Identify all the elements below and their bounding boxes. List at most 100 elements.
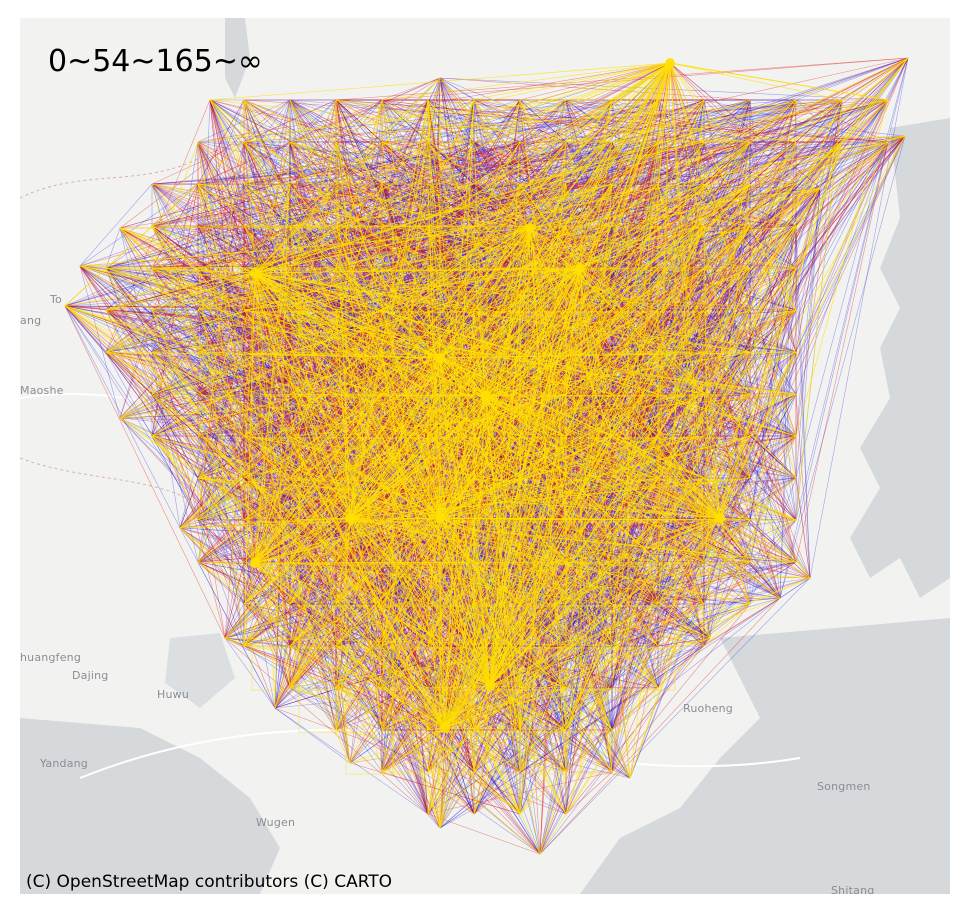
flow-line bbox=[197, 141, 705, 269]
flow-line bbox=[439, 729, 613, 829]
flow-line bbox=[254, 99, 659, 274]
flow-line bbox=[119, 227, 429, 815]
flow-line bbox=[105, 227, 121, 269]
flow-line bbox=[749, 99, 843, 563]
boundary bbox=[20, 107, 351, 199]
flow-line bbox=[749, 477, 797, 605]
flow-line bbox=[197, 183, 291, 395]
flow-line bbox=[151, 99, 475, 227]
flow-line bbox=[565, 99, 906, 137]
flow-line bbox=[539, 393, 797, 855]
flow-line bbox=[473, 517, 721, 815]
flow-line bbox=[703, 561, 781, 599]
flow-line bbox=[105, 309, 245, 563]
flow-line bbox=[119, 309, 153, 419]
flow-line bbox=[749, 393, 797, 479]
flow-line bbox=[427, 62, 671, 143]
flow-line bbox=[611, 597, 781, 731]
flow-line bbox=[439, 519, 797, 829]
flow-line bbox=[439, 77, 475, 101]
flow-line bbox=[209, 99, 475, 773]
flow-line bbox=[539, 519, 797, 855]
flow-line bbox=[657, 637, 711, 647]
lake-west bbox=[165, 633, 235, 708]
flow-line bbox=[749, 267, 797, 311]
flow-line bbox=[335, 99, 843, 143]
flow-line bbox=[151, 183, 441, 829]
flow-line bbox=[565, 435, 751, 815]
flow-line bbox=[657, 393, 751, 689]
flow-line bbox=[151, 77, 441, 353]
flow-line bbox=[179, 527, 276, 709]
flow-line bbox=[749, 393, 797, 479]
flow-line bbox=[473, 99, 705, 143]
od-flow-map bbox=[20, 18, 950, 894]
flow-line bbox=[473, 225, 581, 269]
sea-southeast bbox=[580, 618, 950, 894]
flow-line bbox=[64, 267, 153, 307]
flow-line bbox=[209, 99, 337, 185]
flow-line bbox=[119, 141, 429, 229]
flow-line bbox=[79, 183, 153, 267]
flow-line bbox=[224, 561, 245, 639]
flow-line bbox=[289, 99, 429, 185]
flow-line bbox=[779, 577, 811, 599]
flow-line bbox=[795, 225, 811, 579]
flow-line bbox=[629, 477, 751, 779]
flow-line bbox=[519, 57, 909, 437]
flow-line bbox=[439, 77, 889, 101]
flow-line bbox=[795, 187, 821, 521]
flow-line bbox=[779, 577, 811, 599]
flow-line bbox=[795, 267, 811, 579]
flow-line bbox=[64, 305, 383, 773]
flow-line bbox=[335, 62, 671, 689]
flow-line bbox=[274, 687, 475, 709]
flow-line bbox=[749, 141, 811, 579]
flow-line bbox=[224, 637, 276, 709]
map-canvas[interactable]: To ang Maoshe huangfeng Dajing Huwu Yand… bbox=[20, 18, 950, 894]
flow-line bbox=[197, 183, 245, 227]
flow-line bbox=[565, 603, 711, 639]
sea-east bbox=[850, 118, 950, 598]
flow-line bbox=[611, 141, 843, 185]
flow-line bbox=[151, 351, 291, 689]
flow-line bbox=[611, 597, 781, 647]
flow-line bbox=[749, 351, 797, 563]
flow-line bbox=[105, 351, 245, 605]
flow-line bbox=[749, 561, 781, 599]
flow-line bbox=[224, 637, 291, 647]
flow-line bbox=[79, 265, 199, 521]
flow-line bbox=[151, 351, 631, 779]
flow-line bbox=[197, 561, 276, 709]
flow-line bbox=[703, 435, 797, 647]
flow-line bbox=[64, 225, 337, 307]
flow-line bbox=[151, 99, 843, 227]
flow-line bbox=[779, 135, 906, 599]
flow-line bbox=[539, 99, 751, 855]
flow-line bbox=[243, 225, 256, 274]
flow-line bbox=[197, 141, 383, 521]
flow-line bbox=[151, 351, 337, 395]
flow-line bbox=[105, 225, 245, 269]
flow-line bbox=[335, 99, 475, 143]
flow-line bbox=[79, 265, 337, 647]
flow-line bbox=[703, 351, 781, 599]
flow-line bbox=[64, 305, 153, 311]
flow-line bbox=[795, 57, 909, 101]
flow-line bbox=[473, 561, 797, 773]
flow-line bbox=[151, 183, 821, 189]
flow-line bbox=[179, 527, 567, 773]
flow-line bbox=[105, 267, 153, 395]
flow-line bbox=[64, 305, 107, 353]
flow-line bbox=[779, 141, 889, 599]
flow-line bbox=[809, 57, 909, 579]
flow-line bbox=[795, 141, 889, 311]
flow-line bbox=[795, 99, 889, 227]
flow-line bbox=[565, 141, 705, 185]
flow-line bbox=[274, 561, 291, 709]
flow-line bbox=[197, 141, 245, 437]
flow-line bbox=[669, 62, 821, 189]
flow-line bbox=[703, 135, 906, 563]
flow-line bbox=[749, 435, 797, 479]
flow-line bbox=[151, 435, 383, 521]
